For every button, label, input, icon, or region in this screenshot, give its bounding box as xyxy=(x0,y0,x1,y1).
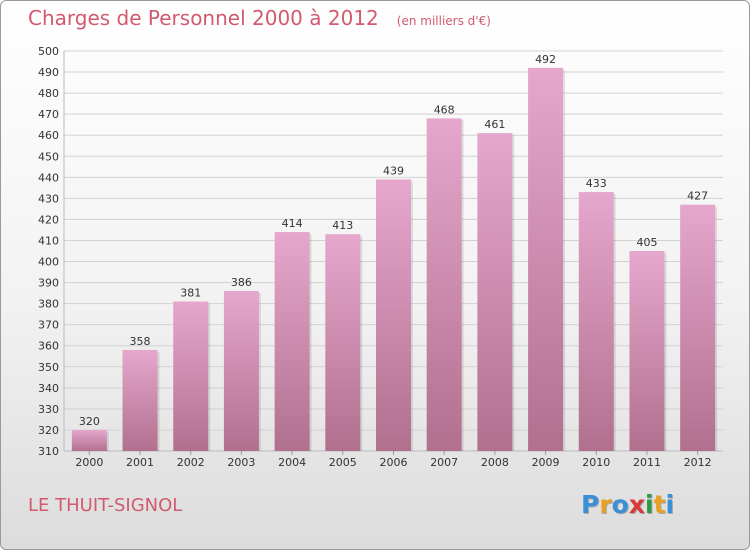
x-tick-label: 2001 xyxy=(126,456,154,469)
data-label-2000: 320 xyxy=(79,415,100,428)
chart-subtitle: (en milliers d'€) xyxy=(396,14,491,28)
bar-2001 xyxy=(122,349,158,451)
data-label-2010: 433 xyxy=(586,177,607,190)
data-label-2007: 468 xyxy=(434,103,455,116)
y-tick-label: 480 xyxy=(38,87,59,100)
commune-name: LE THUIT-SIGNOL xyxy=(28,495,183,516)
y-tick-label: 410 xyxy=(38,234,59,247)
bar-2007 xyxy=(426,118,462,452)
y-tick-label: 440 xyxy=(38,171,59,184)
x-tick-label: 2003 xyxy=(227,456,255,469)
x-tick-label: 2010 xyxy=(582,456,610,469)
y-tick-label: 470 xyxy=(38,108,59,121)
x-tick-label: 2009 xyxy=(532,456,560,469)
x-tick-label: 2006 xyxy=(380,456,408,469)
title-row: Charges de Personnel 2000 à 2012 (en mil… xyxy=(28,6,491,30)
bar-2009 xyxy=(528,67,564,451)
logo-letter: t xyxy=(653,490,666,519)
logo-letter: o xyxy=(611,490,629,519)
data-label-2005: 413 xyxy=(332,219,353,232)
data-label-2002: 381 xyxy=(180,287,201,300)
x-tick-label: 2012 xyxy=(684,456,712,469)
data-label-2008: 461 xyxy=(484,118,505,131)
logo-letter: i xyxy=(665,490,675,519)
y-tick-label: 450 xyxy=(38,150,59,163)
y-tick-label: 420 xyxy=(38,213,59,226)
logo-letter: r xyxy=(599,490,612,519)
data-label-2003: 386 xyxy=(231,276,252,289)
bar-2003 xyxy=(223,291,259,451)
y-tick-label: 390 xyxy=(38,277,59,290)
bar-2006 xyxy=(376,179,411,451)
data-label-2004: 414 xyxy=(282,217,303,230)
bars: 320 358 381 386 414 413 439 468 461 492 433 405 427 xyxy=(71,53,718,452)
y-tick-label: 460 xyxy=(38,129,59,142)
bar-2011 xyxy=(629,251,665,451)
data-label-2006: 439 xyxy=(383,164,404,177)
data-label-2011: 405 xyxy=(636,236,657,249)
y-tick-label: 320 xyxy=(38,424,59,437)
bar-2000 xyxy=(71,429,107,451)
x-tick-label: 2005 xyxy=(329,456,357,469)
x-tick-label: 2008 xyxy=(481,456,509,469)
x-tick-label: 2002 xyxy=(177,456,205,469)
bar-2012 xyxy=(680,204,716,451)
logo-letter: P xyxy=(581,490,600,519)
bar-2005 xyxy=(325,234,361,451)
x-tick-label: 2004 xyxy=(278,456,306,469)
x-axis: 2000 2001 2002 2003 2004 2005 2006 2007 2008 2009… xyxy=(75,451,712,469)
logo-letter: i xyxy=(645,490,654,519)
y-tick-label: 400 xyxy=(38,256,59,269)
y-tick-label: 350 xyxy=(38,361,59,374)
x-tick-label: 2007 xyxy=(430,456,458,469)
y-tick-label: 500 xyxy=(38,45,59,58)
data-label-2001: 358 xyxy=(130,335,151,348)
y-tick-label: 370 xyxy=(38,319,59,332)
y-tick-label: 340 xyxy=(38,382,59,395)
bar-2008 xyxy=(477,133,513,451)
y-tick-label: 360 xyxy=(38,340,59,353)
y-tick-label: 330 xyxy=(38,403,59,416)
y-tick-label: 430 xyxy=(38,192,59,205)
logo-letter: x xyxy=(628,490,645,519)
y-tick-label: 380 xyxy=(38,298,59,311)
y-tick-label: 310 xyxy=(38,445,59,458)
data-label-2012: 427 xyxy=(687,190,708,203)
bar-2004 xyxy=(274,232,310,451)
x-tick-label: 2011 xyxy=(633,456,661,469)
y-tick-label: 490 xyxy=(38,66,59,79)
data-label-2009: 492 xyxy=(535,53,556,66)
bar-2002 xyxy=(173,301,209,451)
bar-2010 xyxy=(578,192,614,452)
x-tick-label: 2000 xyxy=(75,456,103,469)
chart-title: Charges de Personnel 2000 à 2012 xyxy=(28,6,379,30)
proxiti-logo[interactable]: Proxiti xyxy=(581,490,674,519)
